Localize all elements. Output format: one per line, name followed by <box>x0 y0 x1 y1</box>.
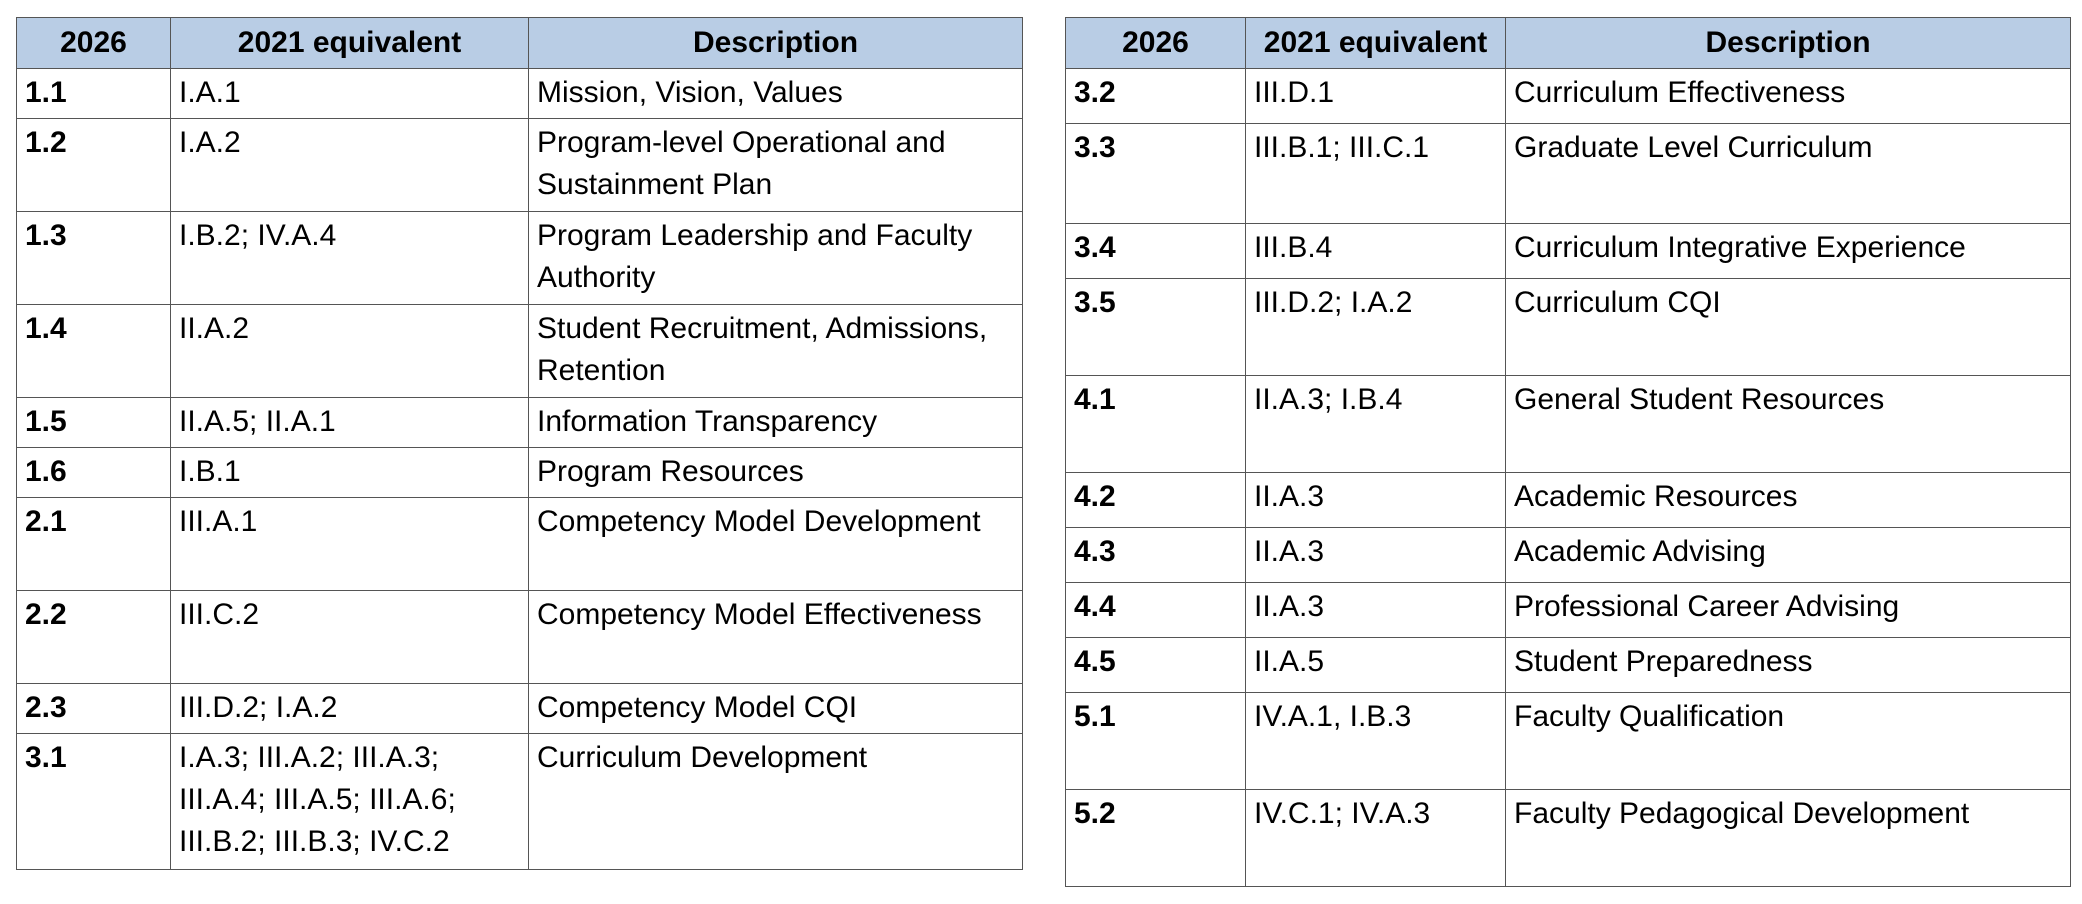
standard-code: 3.3 <box>1065 123 1246 224</box>
standard-description: Program Resources <box>528 447 1023 498</box>
equivalent-2021: I.A.1 <box>170 68 529 119</box>
equivalent-2021: I.B.1 <box>170 447 529 498</box>
equivalent-2021: I.B.2; IV.A.4 <box>170 211 529 305</box>
header-description: Description <box>1505 17 2071 69</box>
standard-code: 1.3 <box>16 211 171 305</box>
standard-code: 1.6 <box>16 447 171 498</box>
table-row: 2.2 III.C.2 Competency Model Effectivene… <box>16 590 1023 684</box>
table-row: 4.1 II.A.3; I.B.4 General Student Resour… <box>1065 375 2071 473</box>
header-description: Description <box>528 17 1023 69</box>
standard-description: Graduate Level Curriculum <box>1505 123 2071 224</box>
table-row: 3.2 III.D.1 Curriculum Effectiveness <box>1065 68 2071 124</box>
table-row: 1.1 I.A.1 Mission, Vision, Values <box>16 68 1023 119</box>
standard-code: 2.3 <box>16 683 171 734</box>
standard-description: Curriculum Effectiveness <box>1505 68 2071 124</box>
table-row: 1.6 I.B.1 Program Resources <box>16 447 1023 498</box>
equivalent-2021: II.A.3 <box>1245 472 1506 528</box>
standard-code: 4.1 <box>1065 375 1246 473</box>
standard-code: 4.5 <box>1065 637 1246 693</box>
equivalent-2021: II.A.3 <box>1245 527 1506 583</box>
standard-description: Academic Resources <box>1505 472 2071 528</box>
standard-code: 5.1 <box>1065 692 1246 790</box>
equivalent-2021: I.A.3; III.A.2; III.A.3; III.A.4; III.A.… <box>170 733 529 870</box>
standard-description: Competency Model CQI <box>528 683 1023 734</box>
standard-description: Information Transparency <box>528 397 1023 448</box>
header-2021-equivalent: 2021 equivalent <box>1245 17 1506 69</box>
standard-description: Student Recruitment, Admissions, Retenti… <box>528 304 1023 398</box>
standard-code: 4.4 <box>1065 582 1246 638</box>
table-row: 5.1 IV.A.1, I.B.3 Faculty Qualification <box>1065 692 2071 790</box>
table-row: 2.1 III.A.1 Competency Model Development <box>16 497 1023 591</box>
standard-description: Competency Model Development <box>528 497 1023 591</box>
standard-code: 3.5 <box>1065 278 1246 376</box>
table-row: 4.5 II.A.5 Student Preparedness <box>1065 637 2071 693</box>
table-row: 3.1 I.A.3; III.A.2; III.A.3; III.A.4; II… <box>16 733 1023 870</box>
standard-code: 3.4 <box>1065 223 1246 279</box>
standard-description: Program Leadership and Faculty Authority <box>528 211 1023 305</box>
equivalent-2021: III.C.2 <box>170 590 529 684</box>
equivalent-2021: I.A.2 <box>170 118 529 212</box>
equivalent-2021: II.A.3; I.B.4 <box>1245 375 1506 473</box>
standard-description: Competency Model Effectiveness <box>528 590 1023 684</box>
standard-description: General Student Resources <box>1505 375 2071 473</box>
standard-description: Professional Career Advising <box>1505 582 2071 638</box>
standard-code: 4.3 <box>1065 527 1246 583</box>
equivalent-2021: II.A.2 <box>170 304 529 398</box>
equivalent-2021: III.A.1 <box>170 497 529 591</box>
table-row: 1.2 I.A.2 Program-level Operational and … <box>16 118 1023 212</box>
standard-code: 1.2 <box>16 118 171 212</box>
equivalent-2021: IV.A.1, I.B.3 <box>1245 692 1506 790</box>
standard-description: Curriculum Integrative Experience <box>1505 223 2071 279</box>
header-row: 2026 2021 equivalent Description <box>16 17 1023 69</box>
standard-description: Curriculum Development <box>528 733 1023 870</box>
table-row: 4.4 II.A.3 Professional Career Advising <box>1065 582 2071 638</box>
standard-description: Academic Advising <box>1505 527 2071 583</box>
standard-description: Program-level Operational and Sustainmen… <box>528 118 1023 212</box>
equivalent-2021: II.A.5 <box>1245 637 1506 693</box>
standard-description: Curriculum CQI <box>1505 278 2071 376</box>
equivalent-2021: III.B.1; III.C.1 <box>1245 123 1506 224</box>
table-row: 5.2 IV.C.1; IV.A.3 Faculty Pedagogical D… <box>1065 789 2071 887</box>
standard-code: 3.1 <box>16 733 171 870</box>
equivalent-2021: II.A.3 <box>1245 582 1506 638</box>
standards-table-left: 2026 2021 equivalent Description 1.1 I.A… <box>16 17 1023 870</box>
table-row: 1.3 I.B.2; IV.A.4 Program Leadership and… <box>16 211 1023 305</box>
table-row: 4.2 II.A.3 Academic Resources <box>1065 472 2071 528</box>
standard-code: 1.4 <box>16 304 171 398</box>
standard-code: 3.2 <box>1065 68 1246 124</box>
standard-code: 2.1 <box>16 497 171 591</box>
table-row: 1.5 II.A.5; II.A.1 Information Transpare… <box>16 397 1023 448</box>
standard-code: 1.1 <box>16 68 171 119</box>
equivalent-2021: III.B.4 <box>1245 223 1506 279</box>
standards-table-right: 2026 2021 equivalent Description 3.2 III… <box>1065 17 2071 887</box>
table-row: 3.4 III.B.4 Curriculum Integrative Exper… <box>1065 223 2071 279</box>
equivalent-2021: II.A.5; II.A.1 <box>170 397 529 448</box>
table-row: 3.5 III.D.2; I.A.2 Curriculum CQI <box>1065 278 2071 376</box>
equivalent-2021: III.D.2; I.A.2 <box>170 683 529 734</box>
equivalent-2021: III.D.1 <box>1245 68 1506 124</box>
equivalent-2021: IV.C.1; IV.A.3 <box>1245 789 1506 887</box>
header-2021-equivalent: 2021 equivalent <box>170 17 529 69</box>
table-row: 3.3 III.B.1; III.C.1 Graduate Level Curr… <box>1065 123 2071 224</box>
standard-code: 2.2 <box>16 590 171 684</box>
table-row: 4.3 II.A.3 Academic Advising <box>1065 527 2071 583</box>
table-row: 2.3 III.D.2; I.A.2 Competency Model CQI <box>16 683 1023 734</box>
header-2026: 2026 <box>16 17 171 69</box>
standard-code: 5.2 <box>1065 789 1246 887</box>
standard-description: Student Preparedness <box>1505 637 2071 693</box>
standard-code: 1.5 <box>16 397 171 448</box>
standard-description: Faculty Qualification <box>1505 692 2071 790</box>
table-row: 1.4 II.A.2 Student Recruitment, Admissio… <box>16 304 1023 398</box>
header-row: 2026 2021 equivalent Description <box>1065 17 2071 69</box>
standard-description: Faculty Pedagogical Development <box>1505 789 2071 887</box>
equivalent-2021: III.D.2; I.A.2 <box>1245 278 1506 376</box>
header-2026: 2026 <box>1065 17 1246 69</box>
standard-description: Mission, Vision, Values <box>528 68 1023 119</box>
standard-code: 4.2 <box>1065 472 1246 528</box>
